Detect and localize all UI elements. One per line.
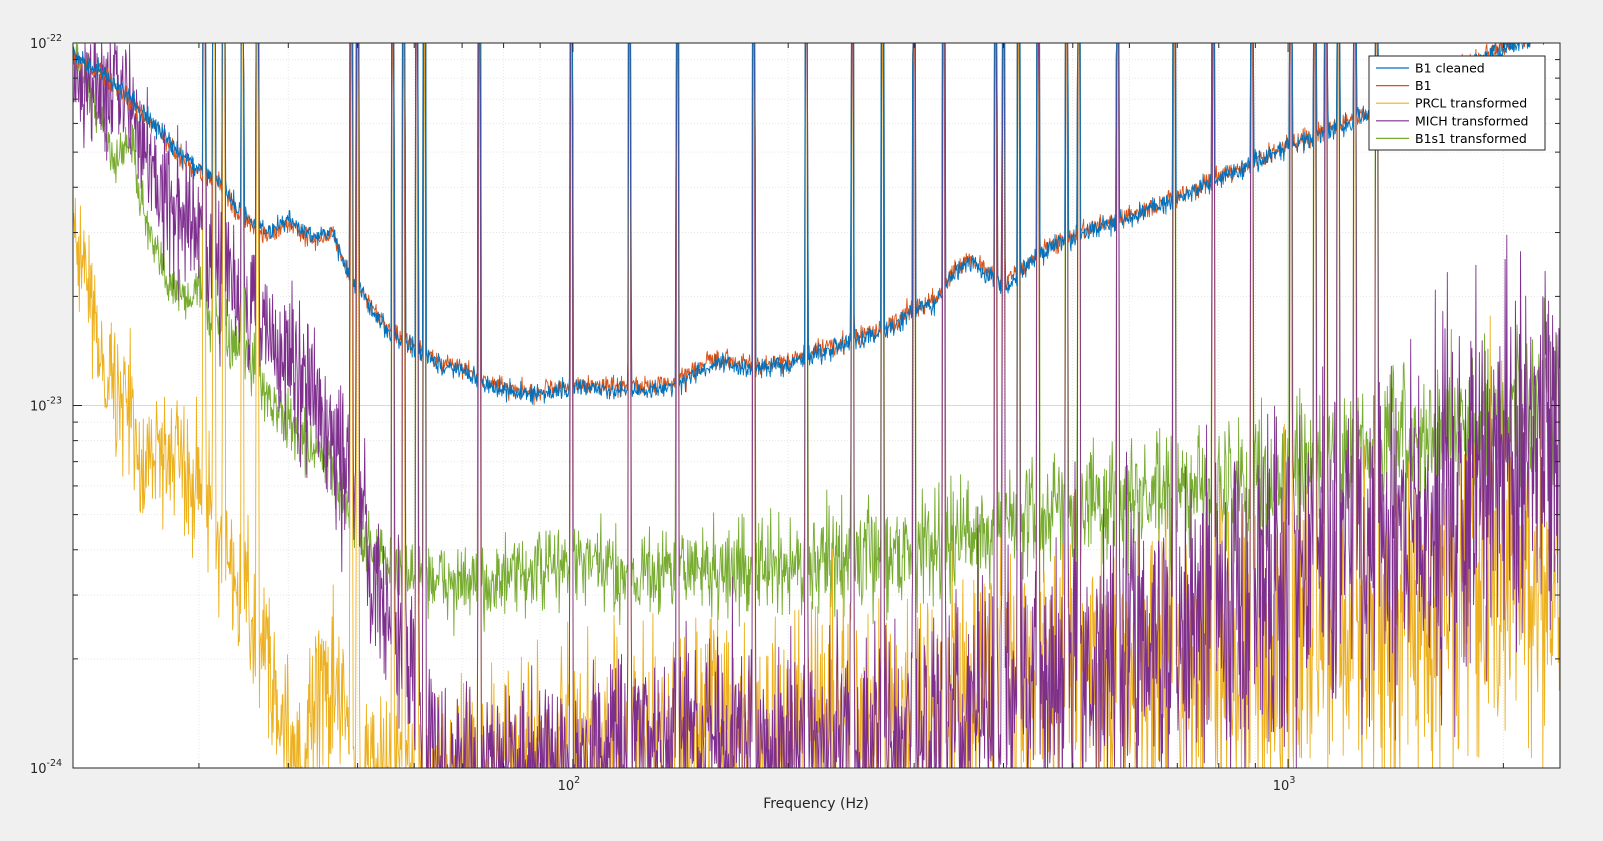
series-line-prcl-transformed — [73, 43, 1560, 768]
series-line-b1s1-transformed — [73, 43, 1560, 637]
y-tick-labels: 10-22 10-23 10-24 — [30, 33, 62, 777]
x-tick-labels: 102 103 — [558, 775, 1296, 794]
legend-entry: B1 — [1415, 78, 1432, 93]
y-tick-label: 10-24 — [30, 758, 62, 777]
y-tick-label: 10-23 — [30, 396, 62, 415]
legend-entry: B1 cleaned — [1415, 61, 1485, 76]
series-line-mich-transformed — [73, 43, 1560, 768]
ticks — [72, 43, 1560, 769]
x-tick-label: 103 — [1273, 775, 1296, 794]
legend-entry: B1s1 transformed — [1415, 131, 1527, 146]
series-line-b1-cleaned — [73, 43, 1544, 405]
x-axis-label: Frequency (Hz) — [763, 796, 869, 812]
x-tick-label: 102 — [558, 775, 581, 794]
legend-entry: PRCL transformed — [1415, 96, 1527, 111]
y-tick-label: 10-22 — [30, 33, 62, 52]
legend-entry: MICH transformed — [1415, 113, 1528, 128]
series-layer — [73, 43, 1560, 768]
legend: B1 cleaned B1 PRCL transformed MICH transfo… — [1368, 55, 1546, 151]
